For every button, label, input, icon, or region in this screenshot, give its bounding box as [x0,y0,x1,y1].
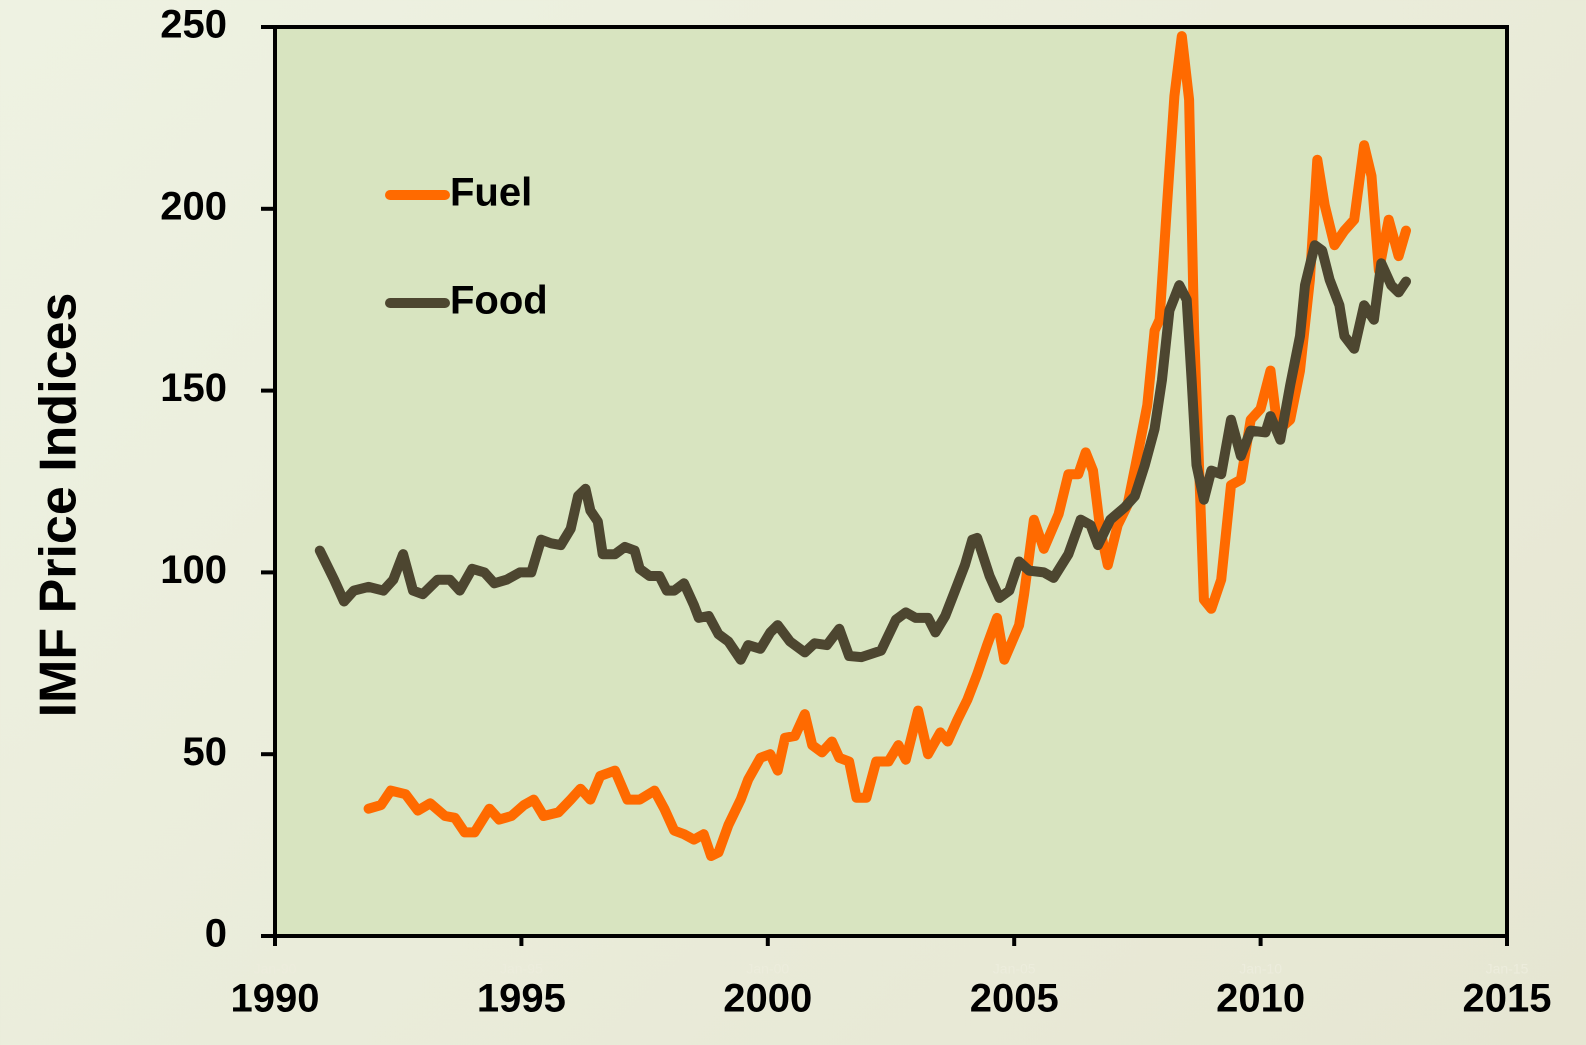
x-tick-label: 2010 [1216,977,1305,1021]
y-tick-label: 50 [183,730,228,774]
x-tick-sublabel: Jan-00 [746,961,789,977]
x-tick-sublabel: Jan-10 [1239,961,1282,977]
plot-frame [273,25,1509,938]
x-tick-label: 1995 [477,977,566,1021]
legend-label: Fuel [450,171,532,215]
x-tick-label: 1990 [231,977,320,1021]
legend-label: Food [450,279,548,323]
y-tick-label: 0 [205,912,227,956]
y-axis-label: IMF Price Indices [30,293,88,718]
x-tick-sublabel: Jan-95 [500,961,543,977]
y-tick-label: 100 [160,548,227,592]
x-tick-label: 2015 [1463,977,1552,1021]
x-tick-label: 2000 [723,977,812,1021]
x-tick-sublabel: Jan-05 [993,961,1036,977]
x-tick-sublabel: Jan-15 [1486,961,1529,977]
y-tick-label: 250 [160,3,227,47]
plot-area [275,27,1507,936]
y-tick-label: 200 [160,184,227,228]
data-line [314,240,1411,665]
y-tick-label: 150 [160,366,227,410]
x-tick-sublabel: Jan-90 [254,961,297,977]
x-tick-label: 2005 [970,977,1059,1021]
